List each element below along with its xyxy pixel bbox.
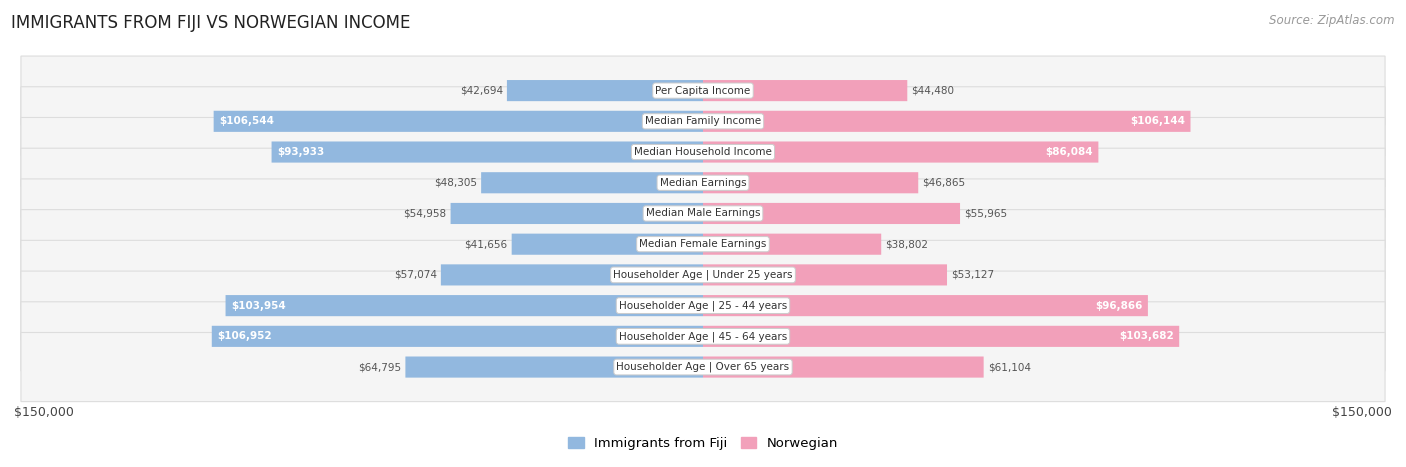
Text: Median Household Income: Median Household Income [634, 147, 772, 157]
Text: $106,952: $106,952 [218, 332, 271, 341]
FancyBboxPatch shape [703, 80, 907, 101]
FancyBboxPatch shape [703, 326, 1180, 347]
FancyBboxPatch shape [703, 356, 984, 378]
FancyBboxPatch shape [212, 326, 703, 347]
FancyBboxPatch shape [703, 142, 1098, 163]
Text: $55,965: $55,965 [965, 208, 1007, 219]
FancyBboxPatch shape [21, 87, 1385, 156]
Text: Median Family Income: Median Family Income [645, 116, 761, 126]
Text: $150,000: $150,000 [14, 406, 75, 419]
Text: $57,074: $57,074 [394, 270, 437, 280]
Text: $61,104: $61,104 [988, 362, 1031, 372]
FancyBboxPatch shape [271, 142, 703, 163]
FancyBboxPatch shape [703, 234, 882, 255]
FancyBboxPatch shape [441, 264, 703, 285]
Text: $96,866: $96,866 [1095, 301, 1143, 311]
Text: $103,682: $103,682 [1119, 332, 1174, 341]
FancyBboxPatch shape [405, 356, 703, 378]
FancyBboxPatch shape [703, 172, 918, 193]
Text: $53,127: $53,127 [950, 270, 994, 280]
FancyBboxPatch shape [512, 234, 703, 255]
FancyBboxPatch shape [703, 111, 1191, 132]
FancyBboxPatch shape [21, 210, 1385, 279]
Text: Householder Age | Under 25 years: Householder Age | Under 25 years [613, 269, 793, 280]
Text: IMMIGRANTS FROM FIJI VS NORWEGIAN INCOME: IMMIGRANTS FROM FIJI VS NORWEGIAN INCOME [11, 14, 411, 32]
Text: $150,000: $150,000 [1331, 406, 1392, 419]
FancyBboxPatch shape [703, 264, 948, 285]
FancyBboxPatch shape [508, 80, 703, 101]
FancyBboxPatch shape [21, 271, 1385, 340]
Text: $38,802: $38,802 [886, 239, 928, 249]
FancyBboxPatch shape [21, 56, 1385, 125]
Text: Source: ZipAtlas.com: Source: ZipAtlas.com [1270, 14, 1395, 27]
FancyBboxPatch shape [21, 333, 1385, 402]
Text: $64,795: $64,795 [359, 362, 401, 372]
FancyBboxPatch shape [450, 203, 703, 224]
Text: $106,544: $106,544 [219, 116, 274, 126]
FancyBboxPatch shape [703, 295, 1147, 316]
FancyBboxPatch shape [21, 148, 1385, 217]
FancyBboxPatch shape [21, 179, 1385, 248]
Text: Per Capita Income: Per Capita Income [655, 85, 751, 96]
Text: $106,144: $106,144 [1130, 116, 1185, 126]
Text: $44,480: $44,480 [911, 85, 955, 96]
Text: $103,954: $103,954 [231, 301, 285, 311]
Text: $41,656: $41,656 [464, 239, 508, 249]
Text: $93,933: $93,933 [277, 147, 325, 157]
Text: Householder Age | 25 - 44 years: Householder Age | 25 - 44 years [619, 300, 787, 311]
FancyBboxPatch shape [21, 118, 1385, 187]
Text: $48,305: $48,305 [434, 178, 477, 188]
FancyBboxPatch shape [703, 203, 960, 224]
FancyBboxPatch shape [21, 302, 1385, 371]
Text: $46,865: $46,865 [922, 178, 966, 188]
FancyBboxPatch shape [225, 295, 703, 316]
FancyBboxPatch shape [214, 111, 703, 132]
Text: Householder Age | Over 65 years: Householder Age | Over 65 years [616, 362, 790, 372]
Text: $54,958: $54,958 [404, 208, 447, 219]
Text: Median Earnings: Median Earnings [659, 178, 747, 188]
Text: $42,694: $42,694 [460, 85, 503, 96]
Text: Median Female Earnings: Median Female Earnings [640, 239, 766, 249]
FancyBboxPatch shape [481, 172, 703, 193]
Text: Householder Age | 45 - 64 years: Householder Age | 45 - 64 years [619, 331, 787, 341]
FancyBboxPatch shape [21, 241, 1385, 310]
Text: $86,084: $86,084 [1045, 147, 1092, 157]
Text: Median Male Earnings: Median Male Earnings [645, 208, 761, 219]
Legend: Immigrants from Fiji, Norwegian: Immigrants from Fiji, Norwegian [562, 432, 844, 455]
